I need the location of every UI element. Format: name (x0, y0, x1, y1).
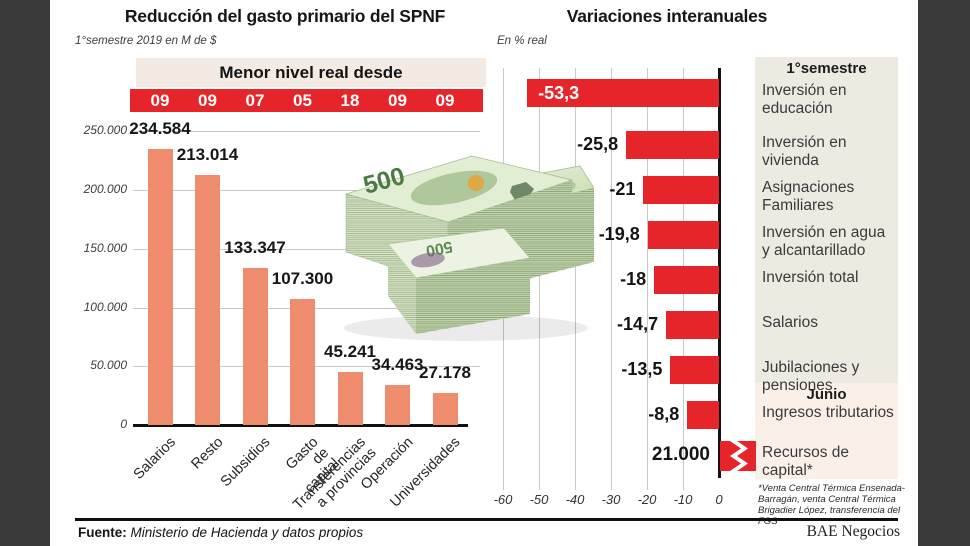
banner-year: 18 (340, 91, 360, 110)
bar-value-label: -13,5 (621, 359, 663, 379)
bar-value-label: -8,8 (648, 404, 680, 424)
gridline (133, 248, 480, 250)
bar (290, 298, 315, 425)
footer-separator (75, 518, 898, 521)
right-chart-plot: -60 -50 -40 -30 -20 -10 0 -53,3 Inversión en edu… (50, 0, 918, 546)
bar-value-label: 213.014 (176, 144, 239, 164)
bar-value-label: -19,8 (598, 224, 640, 244)
money-photo: 500 500 500 (344, 155, 594, 341)
bar-value-label: 234.584 (129, 119, 191, 139)
gridline (647, 68, 648, 490)
y-tick-label: 150.000 (83, 240, 127, 255)
gridline (611, 68, 612, 490)
money-stack-front: 500 (387, 227, 531, 334)
bar-value-label: 107.300 (271, 268, 334, 288)
bar-broken (720, 441, 756, 471)
right-chart-subtitle: En % real (497, 35, 547, 47)
gridline (133, 190, 480, 191)
panel-item-label: Salarios (762, 314, 818, 331)
banner-years-band: 09 09 07 05 18 09 09 (130, 89, 483, 112)
bar-value-label: -53,3 (538, 83, 580, 103)
left-chart-subtitle: 1°semestre 2019 en M de $ (75, 35, 217, 47)
bar-value-label: 27.178 (419, 363, 471, 383)
bar (666, 311, 719, 339)
bar-value-label: 21.000 (651, 444, 710, 465)
bar-value-label: 34.463 (371, 354, 424, 374)
y-tick-label: 50.000 (90, 358, 127, 373)
panel-item-label: Inversión total (762, 269, 859, 286)
bar (654, 266, 719, 294)
y-tick-label: 250.000 (83, 123, 127, 138)
banner-title: Menor nivel real desde (136, 58, 486, 87)
banner-year: 09 (198, 91, 217, 110)
bar-value-label: -25,8 (577, 134, 619, 154)
bar-value-label: 45.241 (324, 341, 376, 361)
x-tick-label: -60 (493, 492, 513, 507)
panel-item-label: Asignaciones Familiares (762, 179, 855, 214)
bar (337, 371, 363, 425)
bar (147, 149, 173, 425)
gridline (539, 68, 540, 490)
bar (195, 174, 220, 425)
x-tick-label: -20 (637, 492, 657, 507)
x-tick-label: -50 (529, 492, 549, 507)
bar (647, 221, 719, 249)
bar (385, 384, 410, 425)
bar-value-label: -18 (620, 269, 647, 289)
bar (687, 401, 719, 429)
source-label: Fuente: (78, 525, 127, 540)
x-tick-label: -10 (673, 492, 693, 507)
zero-axis-line (718, 68, 721, 478)
banner-year: 09 (150, 91, 170, 110)
brand-logo: BAE Negocios (806, 523, 900, 540)
panel-item-label: Jubilaciones y pensiones (762, 359, 860, 394)
banner-year: 09 (388, 91, 407, 110)
panel-item-label: Inversión en agua y alcantarillado (762, 224, 886, 259)
panel-section-semestre (755, 57, 898, 383)
y-tick-label: 0 (120, 417, 127, 431)
bar (242, 268, 268, 425)
bar-value-label: -14,7 (617, 314, 659, 334)
bar-value-label: -21 (609, 179, 636, 199)
bar (670, 356, 719, 384)
panel-item-label: Inversión en vivienda (762, 134, 847, 169)
gridline (575, 68, 576, 490)
banner-year: 09 (435, 91, 455, 110)
bar (432, 393, 458, 425)
gridline (133, 131, 480, 133)
left-chart-title: Reducción del gasto primario del SPNF (124, 6, 446, 26)
right-chart-title: Variaciones interanuales (566, 6, 768, 26)
bar (626, 131, 719, 159)
y-tick-label: 100.000 (83, 299, 127, 314)
panel-header-semestre: 1°semestre (786, 60, 867, 77)
panel-header-junio: Junio (806, 386, 847, 403)
panel-item-label: Inversión en educación (762, 82, 847, 117)
x-tick-label: -30 (601, 492, 621, 507)
source-text: Ministerio de Hacienda y datos propios (130, 525, 364, 540)
panel-item-label: Ingresos tributarios (762, 404, 894, 421)
bar-break-glyph (720, 441, 756, 471)
y-tick-label: 200.000 (83, 182, 127, 196)
x-axis-line (133, 423, 468, 427)
left-chart-plot: 0 50.000 100.000 150.000 200.000 250.000 234.5… (50, 0, 918, 546)
bar: -53,3 (527, 79, 719, 107)
source-line: Fuente: Ministerio de Hacienda y datos p… (78, 525, 363, 540)
x-tick-label: 0 (715, 492, 723, 507)
banner-year: 05 (293, 91, 312, 110)
panel-item-label: Recursos de capital* (762, 444, 850, 479)
panel-section-junio (755, 383, 898, 479)
banner-year: 07 (245, 91, 265, 110)
bar (643, 176, 719, 204)
infographic-canvas: Reducción del gasto primario del SPNF 1°… (50, 0, 918, 546)
bar-value-label: 133.347 (224, 238, 286, 258)
money-stack-left: 500 (344, 155, 574, 287)
right-chart-footnote: *Venta Central Térmica Ensenada-Barragán… (758, 483, 905, 527)
x-tick-label: -40 (565, 492, 585, 507)
